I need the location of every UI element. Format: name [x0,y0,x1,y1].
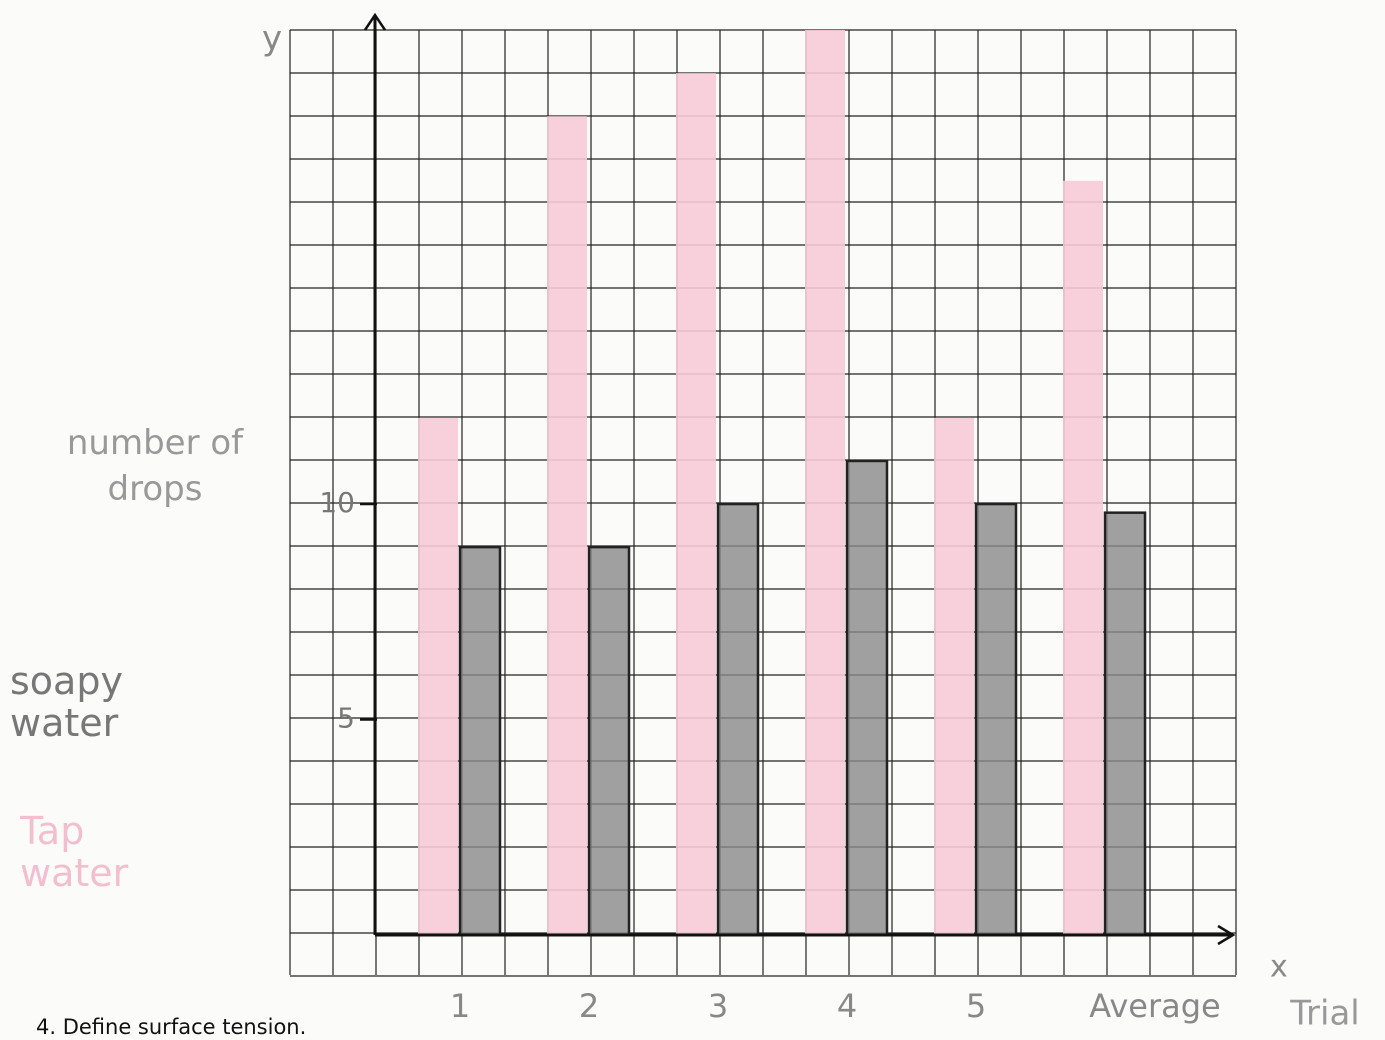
soapy-bar [589,547,629,935]
legend-box: soapy water [10,660,210,770]
soapy-bar [847,461,887,935]
x-tick-label: 1 [450,987,470,1025]
legend-label: Tap water [20,810,170,894]
tap-bar [547,116,587,935]
tap-bar [418,418,458,935]
x-tick-label: 5 [966,987,986,1025]
tap-bar [676,73,716,935]
tap-bar [934,418,974,935]
x-tick-label: Average [1089,987,1220,1025]
legend-box: Tap water [20,810,220,920]
x-axis-letter: x [1270,950,1288,985]
x-tick-label: 2 [579,987,599,1025]
soapy-bar [1105,513,1145,935]
chart: y x Trial number of drops 4. Define surf… [0,0,1385,1040]
soapy-bar [460,547,500,935]
footer-question: 4. Define surface tension. [36,1015,306,1039]
y-title-box: number of drops [30,420,280,530]
y-tick-label: 10 [319,486,355,519]
soapy-bar [718,504,758,935]
y-axis-letter: y [262,19,282,59]
x-tick-label: 3 [708,987,728,1025]
tap-bar [805,30,845,935]
soapy-bar [976,504,1016,935]
legend-label: soapy water [10,660,160,744]
y-axis-title: number of drops [30,420,280,512]
x-tick-label: 4 [837,987,857,1025]
tap-bar [1063,181,1103,935]
y-tick-label: 5 [337,702,355,735]
x-axis-title: Trial [1289,994,1359,1034]
